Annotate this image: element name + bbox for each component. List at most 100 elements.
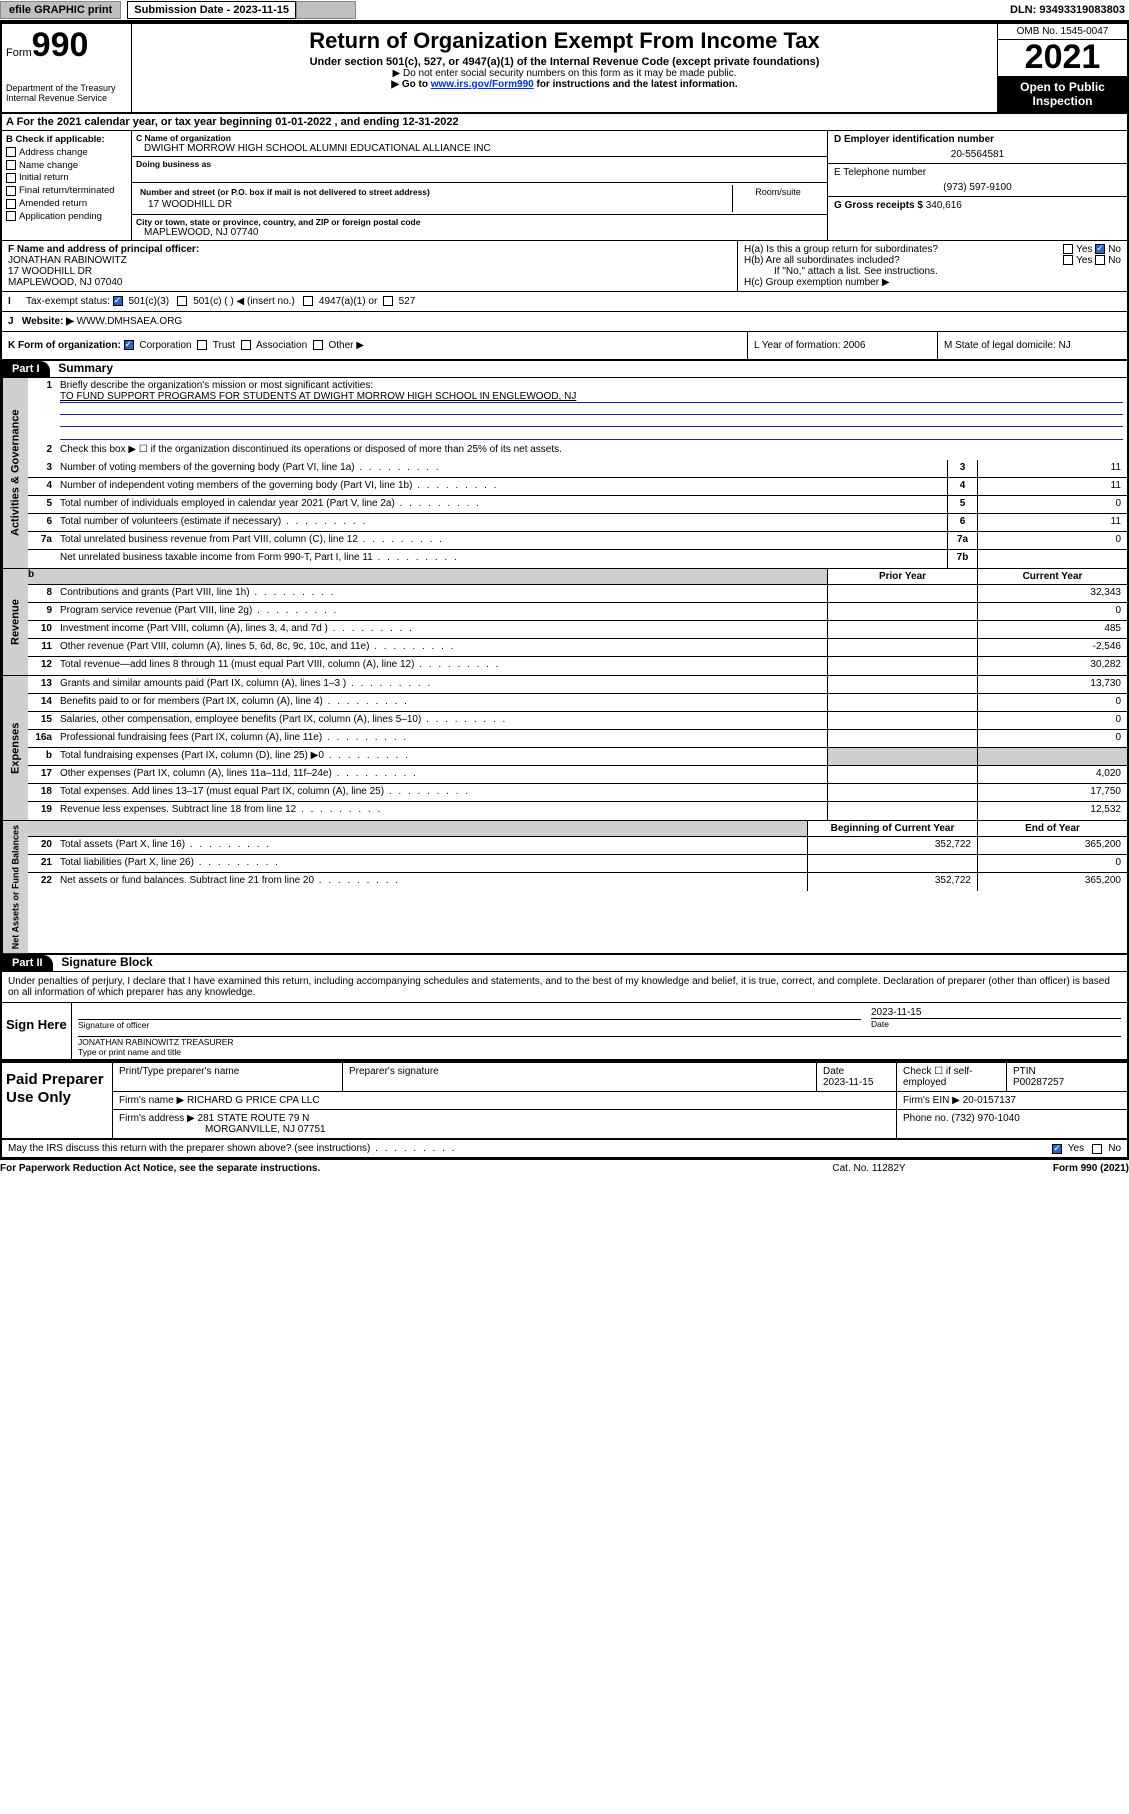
gross-receipts-label: G Gross receipts $ (834, 200, 923, 211)
open-to-public: Open to Public Inspection (998, 76, 1127, 112)
ptin-value: P00287257 (1013, 1077, 1064, 1088)
dba-label: Doing business as (136, 159, 823, 169)
form-990: Form990 Department of the Treasury Inter… (0, 22, 1129, 1160)
blank-button[interactable] (296, 1, 356, 19)
state-domicile: M State of legal domicile: NJ (937, 332, 1127, 359)
summary-line: 6 Total number of volunteers (estimate i… (28, 514, 1127, 532)
tab-net-assets: Net Assets or Fund Balances (2, 821, 28, 953)
pra-notice: For Paperwork Reduction Act Notice, see … (0, 1163, 769, 1174)
line2-label: Check this box ▶ ☐ if the organization d… (56, 442, 1127, 460)
phone-label: Phone no. (903, 1113, 949, 1124)
sign-here-label: Sign Here (2, 1003, 72, 1059)
summary-line: 16a Professional fundraising fees (Part … (28, 730, 1127, 748)
sig-date-value: 2023-11-15 (871, 1005, 1121, 1018)
col-current-year: Current Year (977, 569, 1127, 584)
opt-501c: 501(c) ( ) ◀ (insert no.) (193, 296, 295, 307)
opt-corp: Corporation (139, 340, 191, 351)
chk-application-pending[interactable]: Application pending (6, 211, 127, 224)
pp-name-label: Print/Type preparer's name (113, 1063, 343, 1091)
officer-name-title: JONATHAN RABINOWITZ TREASURER (78, 1037, 234, 1047)
sig-date-label: Date (871, 1018, 1121, 1029)
summary-line: 9 Program service revenue (Part VIII, li… (28, 603, 1127, 621)
chk-address-change[interactable]: Address change (6, 147, 127, 160)
dept-treasury: Department of the Treasury Internal Reve… (6, 83, 127, 103)
submission-date: Submission Date - 2023-11-15 (127, 1, 296, 19)
col-beginning-year: Beginning of Current Year (807, 821, 977, 836)
col-end-year: End of Year (977, 821, 1127, 836)
subtitle-1: Under section 501(c), 527, or 4947(a)(1)… (138, 56, 991, 68)
part1-title: Summary (52, 361, 113, 375)
ein-label: D Employer identification number (834, 134, 1121, 145)
summary-line: 12 Total revenue—add lines 8 through 11 … (28, 657, 1127, 675)
summary-line: 7a Total unrelated business revenue from… (28, 532, 1127, 550)
cat-no: Cat. No. 11282Y (769, 1163, 969, 1174)
tab-expenses: Expenses (2, 676, 28, 820)
opt-4947: 4947(a)(1) or (319, 296, 377, 307)
firm-ein-label: Firm's EIN ▶ (903, 1095, 960, 1106)
chk-amended-return[interactable]: Amended return (6, 198, 127, 211)
firm-name-value: RICHARD G PRICE CPA LLC (187, 1095, 320, 1106)
city-label: City or town, state or province, country… (136, 217, 823, 227)
officer-addr1: 17 WOODHILL DR (8, 266, 92, 277)
firm-addr2: MORGANVILLE, NJ 07751 (119, 1124, 326, 1135)
hb-note: If "No," attach a list. See instructions… (744, 266, 1121, 277)
box-b-title: B Check if applicable: (6, 134, 127, 147)
chk-final-return[interactable]: Final return/terminated (6, 185, 127, 198)
col-prior-year: Prior Year (827, 569, 977, 584)
pp-sig-label: Preparer's signature (343, 1063, 817, 1091)
subtitle-2: ▶ Do not enter social security numbers o… (138, 68, 991, 79)
firm-name-label: Firm's name ▶ (119, 1095, 184, 1106)
ptin-label: PTIN (1013, 1066, 1036, 1077)
tax-exempt-label: Tax-exempt status: (26, 296, 110, 307)
irs-link[interactable]: www.irs.gov/Form990 (431, 79, 534, 90)
gross-receipts-value: 340,616 (926, 200, 962, 211)
summary-line: 19 Revenue less expenses. Subtract line … (28, 802, 1127, 820)
summary-line: 18 Total expenses. Add lines 13–17 (must… (28, 784, 1127, 802)
addr-label: Number and street (or P.O. box if mail i… (136, 185, 732, 199)
goto-pre: ▶ Go to (391, 79, 430, 90)
summary-line: 22 Net assets or fund balances. Subtract… (28, 873, 1127, 891)
summary-line: 3 Number of voting members of the govern… (28, 460, 1127, 478)
form-number: 990 (32, 26, 89, 64)
summary-line: 8 Contributions and grants (Part VIII, l… (28, 585, 1127, 603)
summary-line: 21 Total liabilities (Part X, line 26) 0 (28, 855, 1127, 873)
year-formation: L Year of formation: 2006 (747, 332, 937, 359)
sig-officer-label: Signature of officer (78, 1020, 861, 1030)
form-of-org-label: K Form of organization: (8, 340, 121, 351)
firm-addr1: 281 STATE ROUTE 79 N (198, 1113, 310, 1124)
officer-name: JONATHAN RABINOWITZ (8, 255, 127, 266)
pp-date-label: Date (823, 1066, 844, 1077)
website-value: WWW.DMHSAEA.ORG (77, 316, 183, 327)
goto-post: for instructions and the latest informat… (534, 79, 738, 90)
org-name-label: C Name of organization (136, 133, 823, 143)
tel-value: (973) 597-9100 (834, 178, 1121, 193)
chk-name-change[interactable]: Name change (6, 160, 127, 173)
efile-print-button[interactable]: efile GRAPHIC print (0, 1, 121, 19)
summary-line: 10 Investment income (Part VIII, column … (28, 621, 1127, 639)
summary-line: Net unrelated business taxable income fr… (28, 550, 1127, 568)
firm-ein-value: 20-0157137 (963, 1095, 1016, 1106)
dln: DLN: 93493319083803 (1010, 4, 1129, 16)
opt-501c3: 501(c)(3) (128, 296, 169, 307)
hb-label: H(b) Are all subordinates included? (744, 255, 900, 266)
summary-line: 4 Number of independent voting members o… (28, 478, 1127, 496)
opt-other: Other ▶ (328, 340, 363, 351)
ein-value: 20-5564581 (834, 145, 1121, 160)
room-suite-label: Room/suite (733, 185, 823, 212)
part2-title: Signature Block (55, 955, 152, 969)
summary-line: 15 Salaries, other compensation, employe… (28, 712, 1127, 730)
summary-line: 5 Total number of individuals employed i… (28, 496, 1127, 514)
pp-self-employed: Check ☐ if self-employed (897, 1063, 1007, 1091)
form-label: Form (6, 47, 32, 59)
summary-line: 11 Other revenue (Part VIII, column (A),… (28, 639, 1127, 657)
street-address: 17 WOODHILL DR (136, 199, 732, 212)
form-footer: Form 990 (2021) (969, 1163, 1129, 1174)
part1-header: Part I (2, 361, 50, 377)
summary-line: 14 Benefits paid to or for members (Part… (28, 694, 1127, 712)
paid-preparer-label: Paid Preparer Use Only (2, 1063, 112, 1138)
summary-line: 20 Total assets (Part X, line 16) 352,72… (28, 837, 1127, 855)
officer-label: F Name and address of principal officer: (8, 244, 199, 255)
chk-initial-return[interactable]: Initial return (6, 172, 127, 185)
summary-line: b Total fundraising expenses (Part IX, c… (28, 748, 1127, 766)
tab-activities-governance: Activities & Governance (2, 378, 28, 568)
